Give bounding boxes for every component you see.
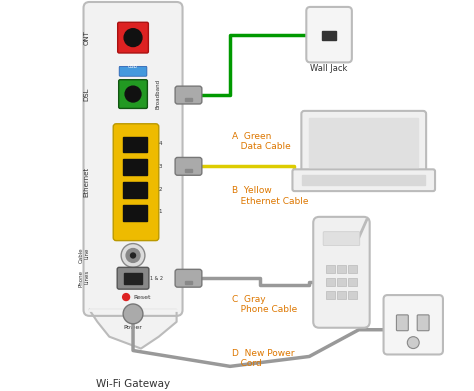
Text: A  Green
   Data Cable: A Green Data Cable <box>232 132 291 151</box>
Text: Cable
Line: Cable Line <box>79 248 90 263</box>
Circle shape <box>130 253 136 258</box>
Text: Ethernet: Ethernet <box>83 167 90 197</box>
Text: D  New Power
   Cord: D New Power Cord <box>232 348 294 368</box>
Bar <box>302 175 425 185</box>
FancyBboxPatch shape <box>292 169 435 191</box>
Bar <box>322 31 336 39</box>
Text: 1 & 2: 1 & 2 <box>150 276 163 281</box>
Bar <box>123 136 147 152</box>
Text: C  Gray
   Phone Cable: C Gray Phone Cable <box>232 295 297 314</box>
FancyBboxPatch shape <box>417 315 429 331</box>
Bar <box>184 97 192 100</box>
Circle shape <box>124 29 142 47</box>
FancyBboxPatch shape <box>175 86 202 104</box>
Text: Power: Power <box>124 325 143 330</box>
Circle shape <box>125 86 141 102</box>
Circle shape <box>121 244 145 267</box>
Text: Wall Jack: Wall Jack <box>310 65 348 74</box>
FancyBboxPatch shape <box>118 22 148 53</box>
Bar <box>123 182 147 198</box>
Text: 3: 3 <box>159 164 162 169</box>
Bar <box>326 291 335 299</box>
FancyBboxPatch shape <box>383 295 443 355</box>
FancyBboxPatch shape <box>313 217 370 328</box>
Bar <box>326 278 335 286</box>
FancyBboxPatch shape <box>83 2 182 316</box>
Circle shape <box>126 249 140 262</box>
Bar <box>184 281 192 284</box>
Text: DSL: DSL <box>83 87 90 101</box>
FancyBboxPatch shape <box>118 80 147 108</box>
Bar <box>348 265 357 273</box>
Text: 4: 4 <box>159 141 162 146</box>
Bar <box>348 291 357 299</box>
Bar <box>348 278 357 286</box>
Circle shape <box>123 294 129 301</box>
Text: Reset: Reset <box>133 294 151 300</box>
FancyBboxPatch shape <box>175 158 202 175</box>
Bar <box>337 291 346 299</box>
Text: USB: USB <box>128 64 138 69</box>
FancyBboxPatch shape <box>119 66 147 76</box>
Text: B  Yellow
   Ethernet Cable: B Yellow Ethernet Cable <box>232 186 309 206</box>
FancyBboxPatch shape <box>113 124 159 240</box>
Bar <box>326 265 335 273</box>
FancyBboxPatch shape <box>306 7 352 63</box>
Text: ONT: ONT <box>83 30 90 45</box>
FancyBboxPatch shape <box>323 232 360 246</box>
FancyBboxPatch shape <box>117 267 149 289</box>
Text: Phone
Lines: Phone Lines <box>79 270 90 287</box>
Circle shape <box>407 337 419 348</box>
FancyBboxPatch shape <box>175 269 202 287</box>
Text: 1: 1 <box>159 210 162 214</box>
Text: Electrical
Outlet: Electrical Outlet <box>394 303 433 323</box>
Polygon shape <box>90 310 177 348</box>
Text: Wi-Fi Gateway: Wi-Fi Gateway <box>96 379 170 389</box>
Bar <box>184 169 192 172</box>
FancyBboxPatch shape <box>396 315 408 331</box>
Bar <box>124 273 142 284</box>
Bar <box>337 265 346 273</box>
Bar <box>123 160 147 175</box>
Text: 2: 2 <box>159 187 162 192</box>
FancyBboxPatch shape <box>301 111 426 174</box>
Bar <box>123 205 147 221</box>
Bar <box>309 118 418 167</box>
Bar <box>337 278 346 286</box>
Circle shape <box>123 304 143 324</box>
Text: Broadband: Broadband <box>156 79 161 109</box>
